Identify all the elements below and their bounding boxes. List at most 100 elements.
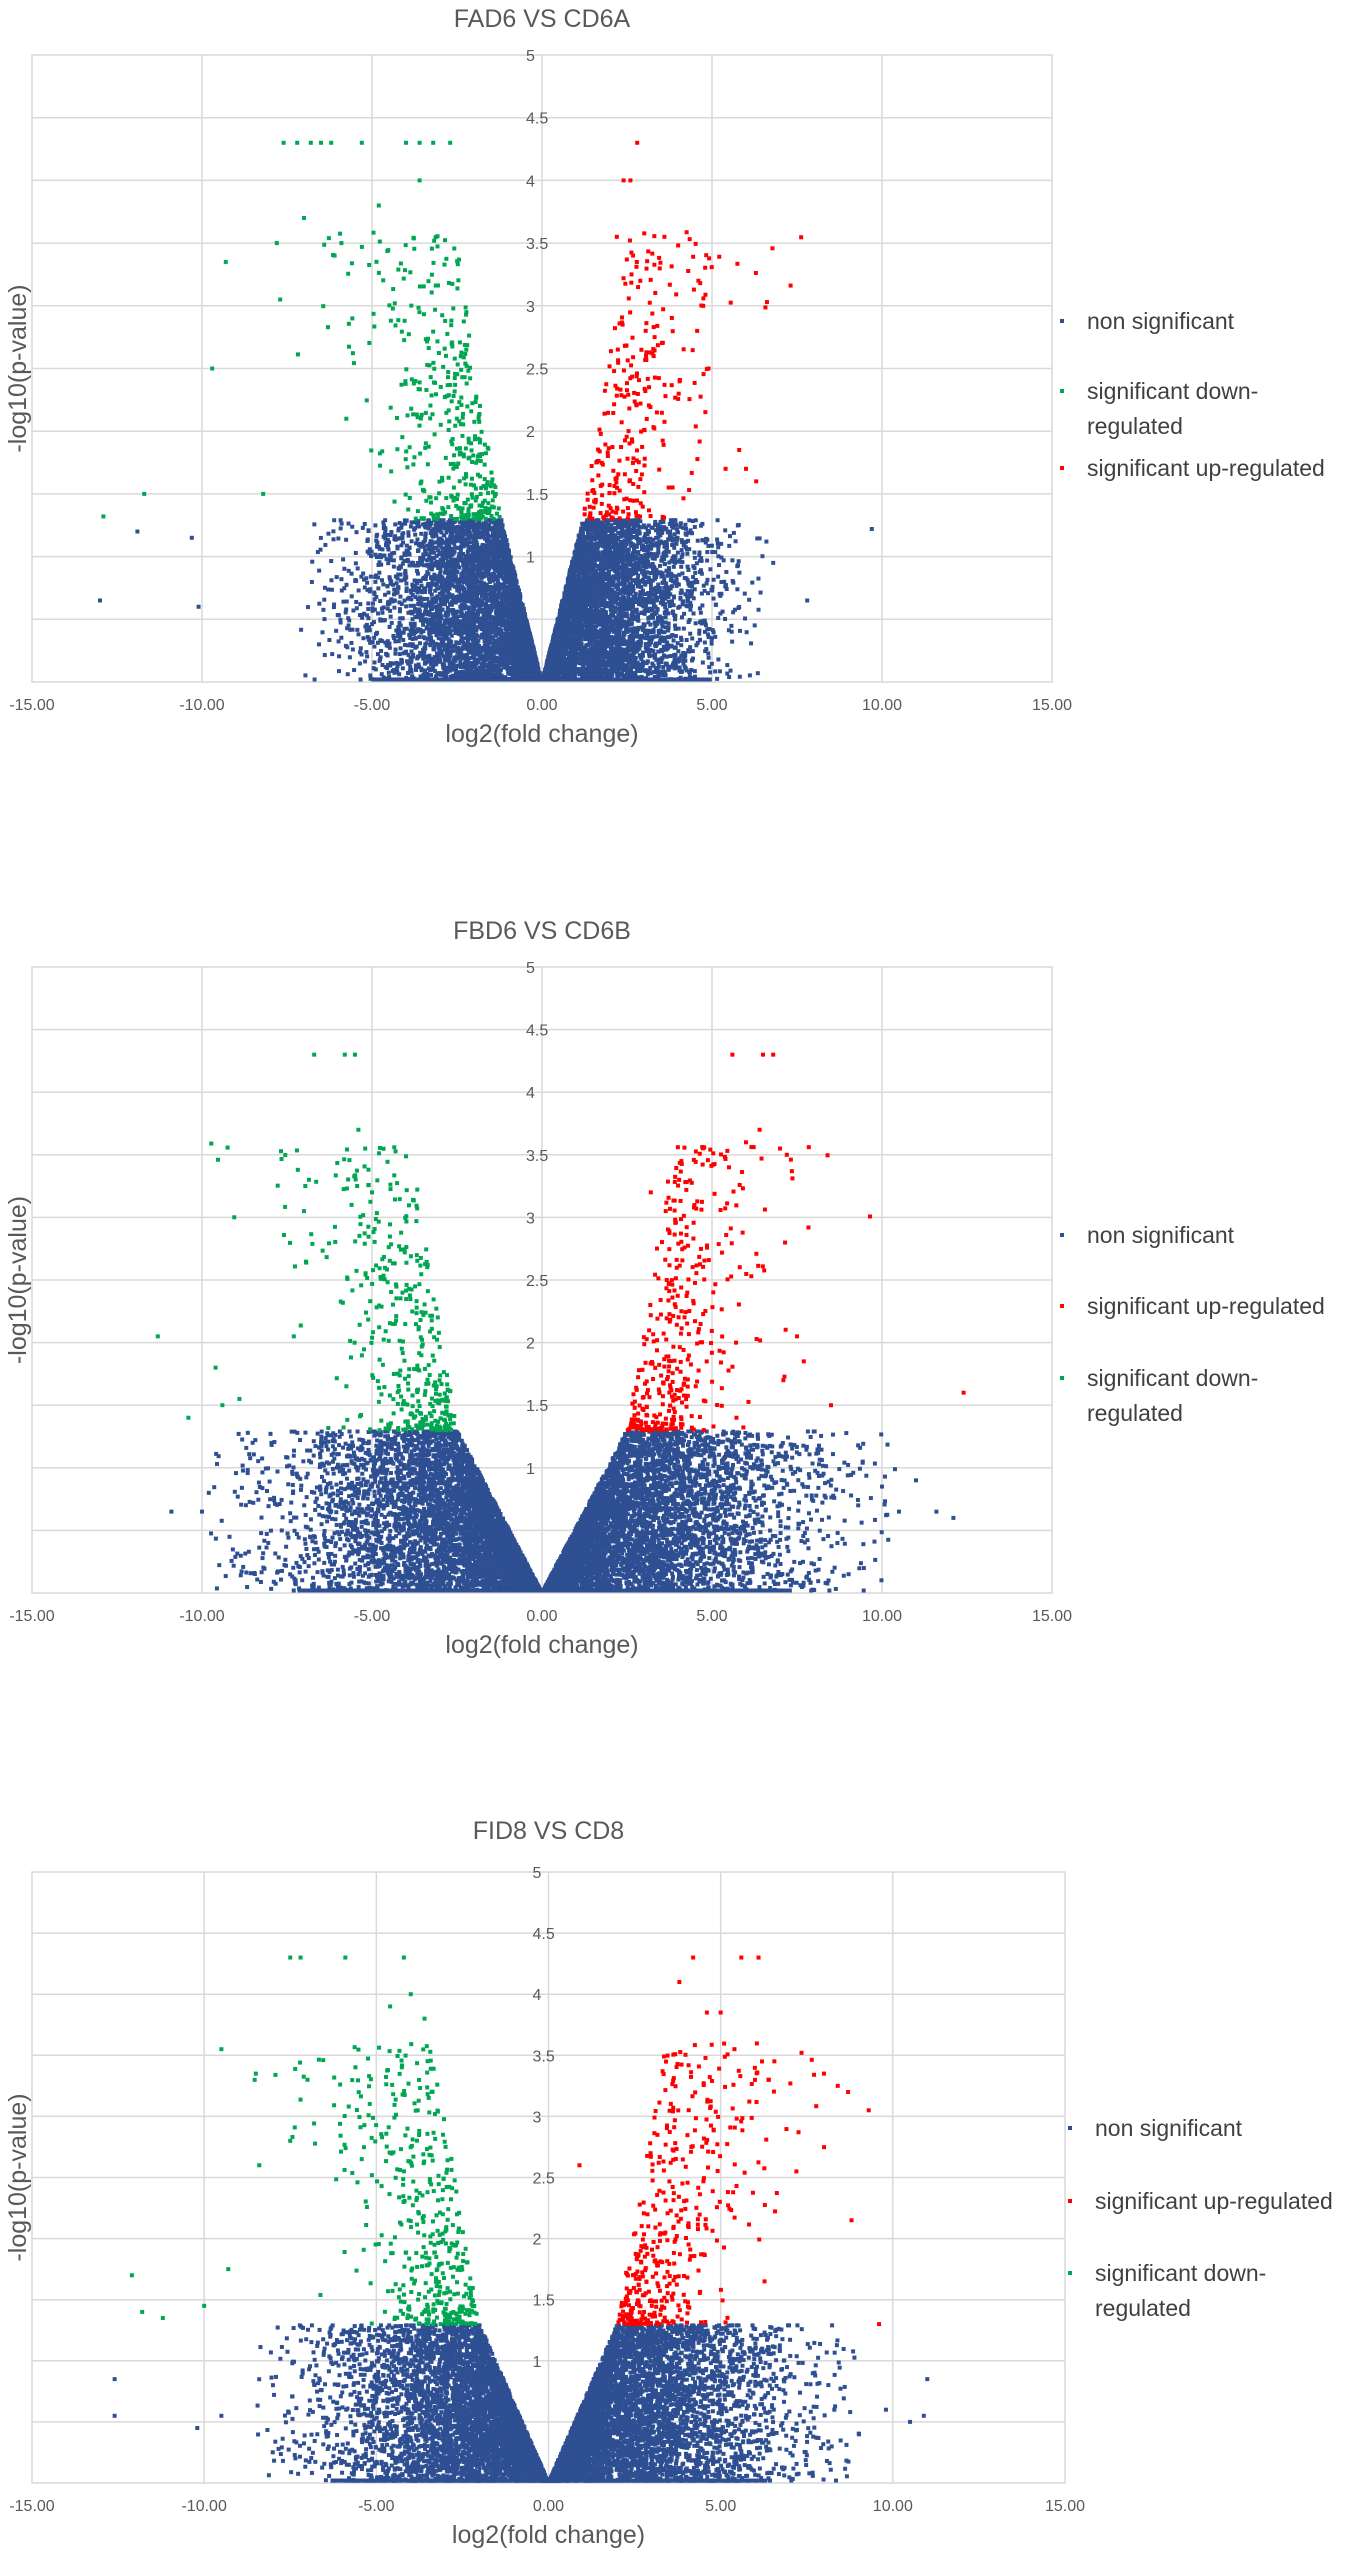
point-non-significant bbox=[673, 617, 677, 621]
point-non-significant bbox=[738, 629, 742, 633]
point-non-significant bbox=[347, 618, 351, 622]
point-non-significant bbox=[710, 544, 714, 548]
point-non-significant bbox=[329, 578, 333, 582]
point-non-significant bbox=[320, 630, 324, 634]
point-non-significant bbox=[329, 559, 333, 563]
point-non-significant bbox=[413, 579, 417, 583]
point-non-significant bbox=[421, 623, 425, 627]
point-non-significant bbox=[306, 605, 310, 609]
point-non-significant bbox=[392, 606, 396, 610]
point-non-significant bbox=[679, 643, 683, 647]
point-non-significant bbox=[708, 670, 712, 674]
point-non-significant bbox=[387, 591, 391, 595]
point-non-significant bbox=[396, 546, 400, 550]
point-non-significant bbox=[363, 585, 367, 589]
point-non-significant bbox=[730, 640, 734, 644]
point-non-significant bbox=[383, 593, 387, 597]
point-non-significant bbox=[676, 530, 680, 534]
point-non-significant bbox=[346, 672, 350, 676]
point-non-significant bbox=[421, 522, 425, 526]
y-tick-label: 2.5 bbox=[526, 362, 548, 379]
point-non-significant bbox=[418, 635, 422, 639]
point-non-significant bbox=[725, 663, 729, 667]
point-non-significant bbox=[676, 551, 680, 555]
point-non-significant bbox=[388, 625, 392, 629]
point-non-significant bbox=[352, 668, 356, 672]
point-non-significant bbox=[737, 559, 741, 563]
x-tick-label: 0.00 bbox=[526, 697, 557, 714]
point-non-significant bbox=[423, 588, 427, 592]
point-non-significant bbox=[385, 557, 389, 561]
point-non-significant bbox=[686, 568, 690, 572]
point-non-significant bbox=[644, 642, 648, 646]
point-non-significant bbox=[745, 630, 749, 634]
point-non-significant bbox=[355, 628, 359, 632]
x-tick-label: -15.00 bbox=[9, 697, 54, 714]
point-non-significant bbox=[360, 613, 364, 617]
point-non-significant bbox=[398, 521, 402, 525]
x-axis-label: log2(fold change) bbox=[445, 720, 638, 748]
point-non-significant bbox=[365, 629, 369, 633]
point-non-significant bbox=[393, 599, 397, 603]
point-non-significant bbox=[729, 624, 733, 628]
y-tick-label: 5 bbox=[526, 48, 535, 65]
point-non-significant bbox=[375, 631, 379, 635]
y-tick-label: 2 bbox=[526, 424, 535, 441]
point-non-significant bbox=[351, 647, 355, 651]
point-non-significant bbox=[705, 581, 709, 585]
point-non-significant bbox=[381, 520, 385, 524]
point-non-significant bbox=[688, 608, 692, 612]
point-non-significant bbox=[390, 551, 394, 555]
x-tick-label: 15.00 bbox=[1032, 697, 1072, 714]
point-non-significant bbox=[317, 602, 321, 606]
point-non-significant bbox=[717, 563, 721, 567]
point-non-significant bbox=[399, 526, 403, 530]
point-non-significant bbox=[413, 533, 417, 537]
point-non-significant bbox=[393, 522, 397, 526]
data-points bbox=[98, 141, 874, 682]
point-non-significant bbox=[380, 578, 384, 582]
point-non-significant bbox=[353, 579, 357, 583]
point-non-significant bbox=[354, 561, 358, 565]
point-non-significant bbox=[372, 645, 376, 649]
point-non-significant bbox=[706, 578, 710, 582]
point-non-significant bbox=[676, 641, 680, 645]
point-non-significant bbox=[337, 639, 341, 643]
point-non-significant bbox=[626, 573, 630, 577]
point-non-significant bbox=[358, 602, 362, 606]
point-non-significant bbox=[759, 591, 763, 595]
point-non-significant bbox=[400, 555, 404, 559]
point-non-significant bbox=[712, 578, 716, 582]
point-non-significant bbox=[332, 537, 336, 541]
point-non-significant bbox=[700, 572, 704, 576]
point-non-significant bbox=[388, 575, 392, 579]
point-non-significant bbox=[455, 670, 459, 674]
point-non-significant bbox=[672, 565, 676, 569]
point-non-significant bbox=[716, 657, 720, 661]
point-non-significant bbox=[672, 638, 676, 642]
point-non-significant bbox=[369, 575, 373, 579]
point-non-significant bbox=[442, 654, 446, 658]
point-non-significant bbox=[432, 556, 436, 560]
point-non-significant bbox=[354, 551, 358, 555]
point-non-significant bbox=[364, 650, 368, 654]
point-non-significant bbox=[725, 587, 729, 591]
point-non-significant bbox=[737, 571, 741, 575]
point-non-significant bbox=[721, 610, 725, 614]
point-non-significant bbox=[390, 621, 394, 625]
point-non-significant bbox=[664, 615, 668, 619]
point-non-significant bbox=[595, 518, 599, 522]
point-non-significant bbox=[381, 582, 385, 586]
point-non-significant bbox=[685, 552, 689, 556]
point-non-significant bbox=[646, 659, 650, 663]
point-non-significant bbox=[396, 586, 400, 590]
y-axis-label: -log10(p-value) bbox=[4, 284, 32, 452]
point-non-significant bbox=[699, 611, 703, 615]
point-non-significant bbox=[696, 539, 700, 543]
point-non-significant bbox=[743, 616, 747, 620]
x-tick-label: -5.00 bbox=[354, 697, 391, 714]
point-non-significant bbox=[378, 599, 382, 603]
point-non-significant bbox=[718, 669, 722, 673]
point-non-significant bbox=[687, 518, 691, 522]
